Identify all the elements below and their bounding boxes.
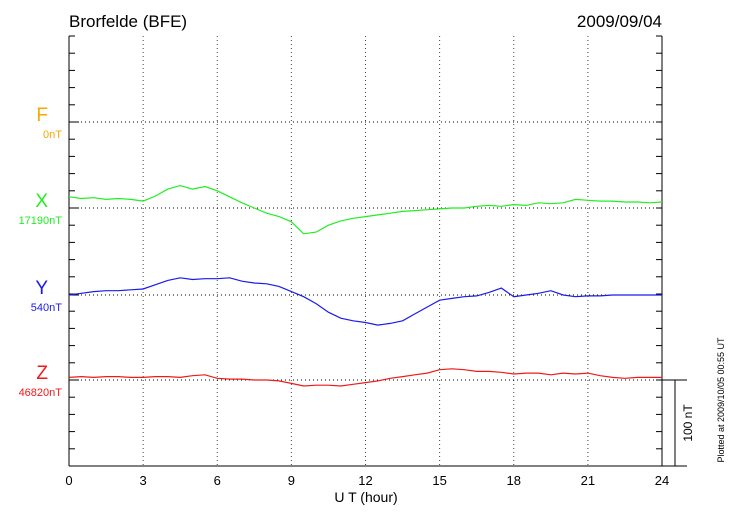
scale-bar-label: 100 nT: [681, 404, 695, 442]
x-tick-label: 9: [288, 473, 295, 488]
series-name-y: Y: [35, 278, 48, 299]
x-tick-label: 12: [358, 473, 372, 488]
chart-title: Brorfelde (BFE): [69, 12, 187, 31]
x-tick-label: 6: [214, 473, 221, 488]
series-name-x: X: [35, 191, 48, 212]
series-baseline-z: 46820nT: [19, 387, 63, 399]
series-baseline-x: 17190nT: [19, 215, 63, 227]
x-tick-label: 24: [655, 473, 669, 488]
x-tick-label: 18: [507, 473, 521, 488]
chart-date: 2009/09/04: [577, 12, 662, 31]
x-axis-label: U T (hour): [334, 489, 397, 505]
series-line-x: [68, 184, 663, 235]
series-name-f: F: [36, 105, 48, 126]
series-baseline-f: 0nT: [43, 129, 62, 141]
series-baseline-y: 540nT: [31, 302, 62, 314]
x-tick-label: 0: [65, 473, 72, 488]
x-tick-label: 21: [581, 473, 595, 488]
series-name-z: Z: [36, 363, 48, 384]
series-line-y: [68, 277, 662, 326]
plotted-at-label: Plotted at 2009/10/05 00:55 UT: [716, 337, 726, 463]
x-tick-label: 15: [432, 473, 446, 488]
x-tick-label: 3: [140, 473, 147, 488]
series-line-z: [68, 368, 662, 387]
